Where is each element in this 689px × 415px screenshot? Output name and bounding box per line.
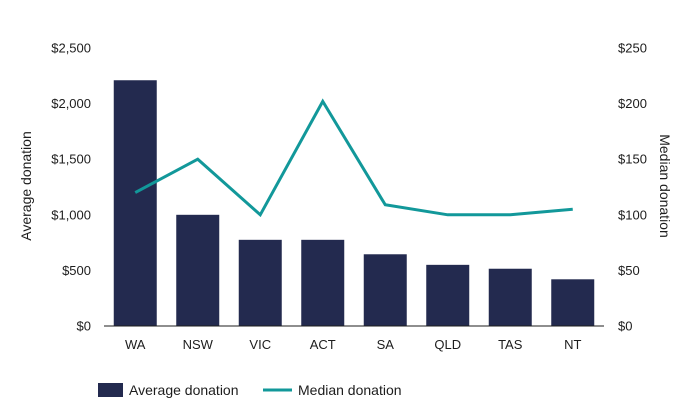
x-tick-wa: WA [125,337,146,352]
bar-act [301,239,345,326]
y-tick-labels-left: $0 $500 $1,000 $1,500 $2,000 $2,500 [51,41,91,334]
bar-wa [113,80,157,326]
bar-nt [551,279,595,326]
legend-swatch-average [98,383,123,397]
bar-qld [426,264,470,326]
x-tick-vic: VIC [249,337,271,352]
legend-label-median: Median donation [298,382,402,398]
x-tick-nt: NT [564,337,581,352]
x-tick-qld: QLD [434,337,461,352]
y-tick-right: $250 [618,41,647,56]
bar-vic [238,239,282,326]
median-line [134,98,573,218]
y-tick-left: $0 [77,319,91,334]
x-tick-act: ACT [310,337,336,352]
line-series [134,98,573,218]
y-tick-left: $2,000 [51,96,91,111]
bar-sa [363,254,407,326]
y-axis-title-right: Median donation [657,134,673,238]
y-tick-left: $2,500 [51,41,91,56]
y-tick-right: $100 [618,207,647,222]
bar-nsw [176,214,220,326]
x-tick-sa: SA [377,337,395,352]
y-tick-labels-right: $0 $50 $100 $150 $200 $250 [618,41,647,334]
y-tick-right: $0 [618,319,632,334]
y-tick-right: $50 [618,263,640,278]
x-tick-tas: TAS [498,337,523,352]
legend-label-average: Average donation [129,382,239,398]
x-tick-labels: WA NSW VIC ACT SA QLD TAS NT [125,337,581,352]
y-tick-left: $500 [62,263,91,278]
bar-series [113,80,595,326]
y-axis-title-left: Average donation [18,131,34,241]
y-tick-left: $1,000 [51,207,91,222]
y-tick-left: $1,500 [51,152,91,167]
bar-tas [488,268,532,326]
y-tick-right: $200 [618,96,647,111]
legend: Average donation Median donation [98,382,402,398]
x-tick-nsw: NSW [183,337,214,352]
y-tick-right: $150 [618,152,647,167]
